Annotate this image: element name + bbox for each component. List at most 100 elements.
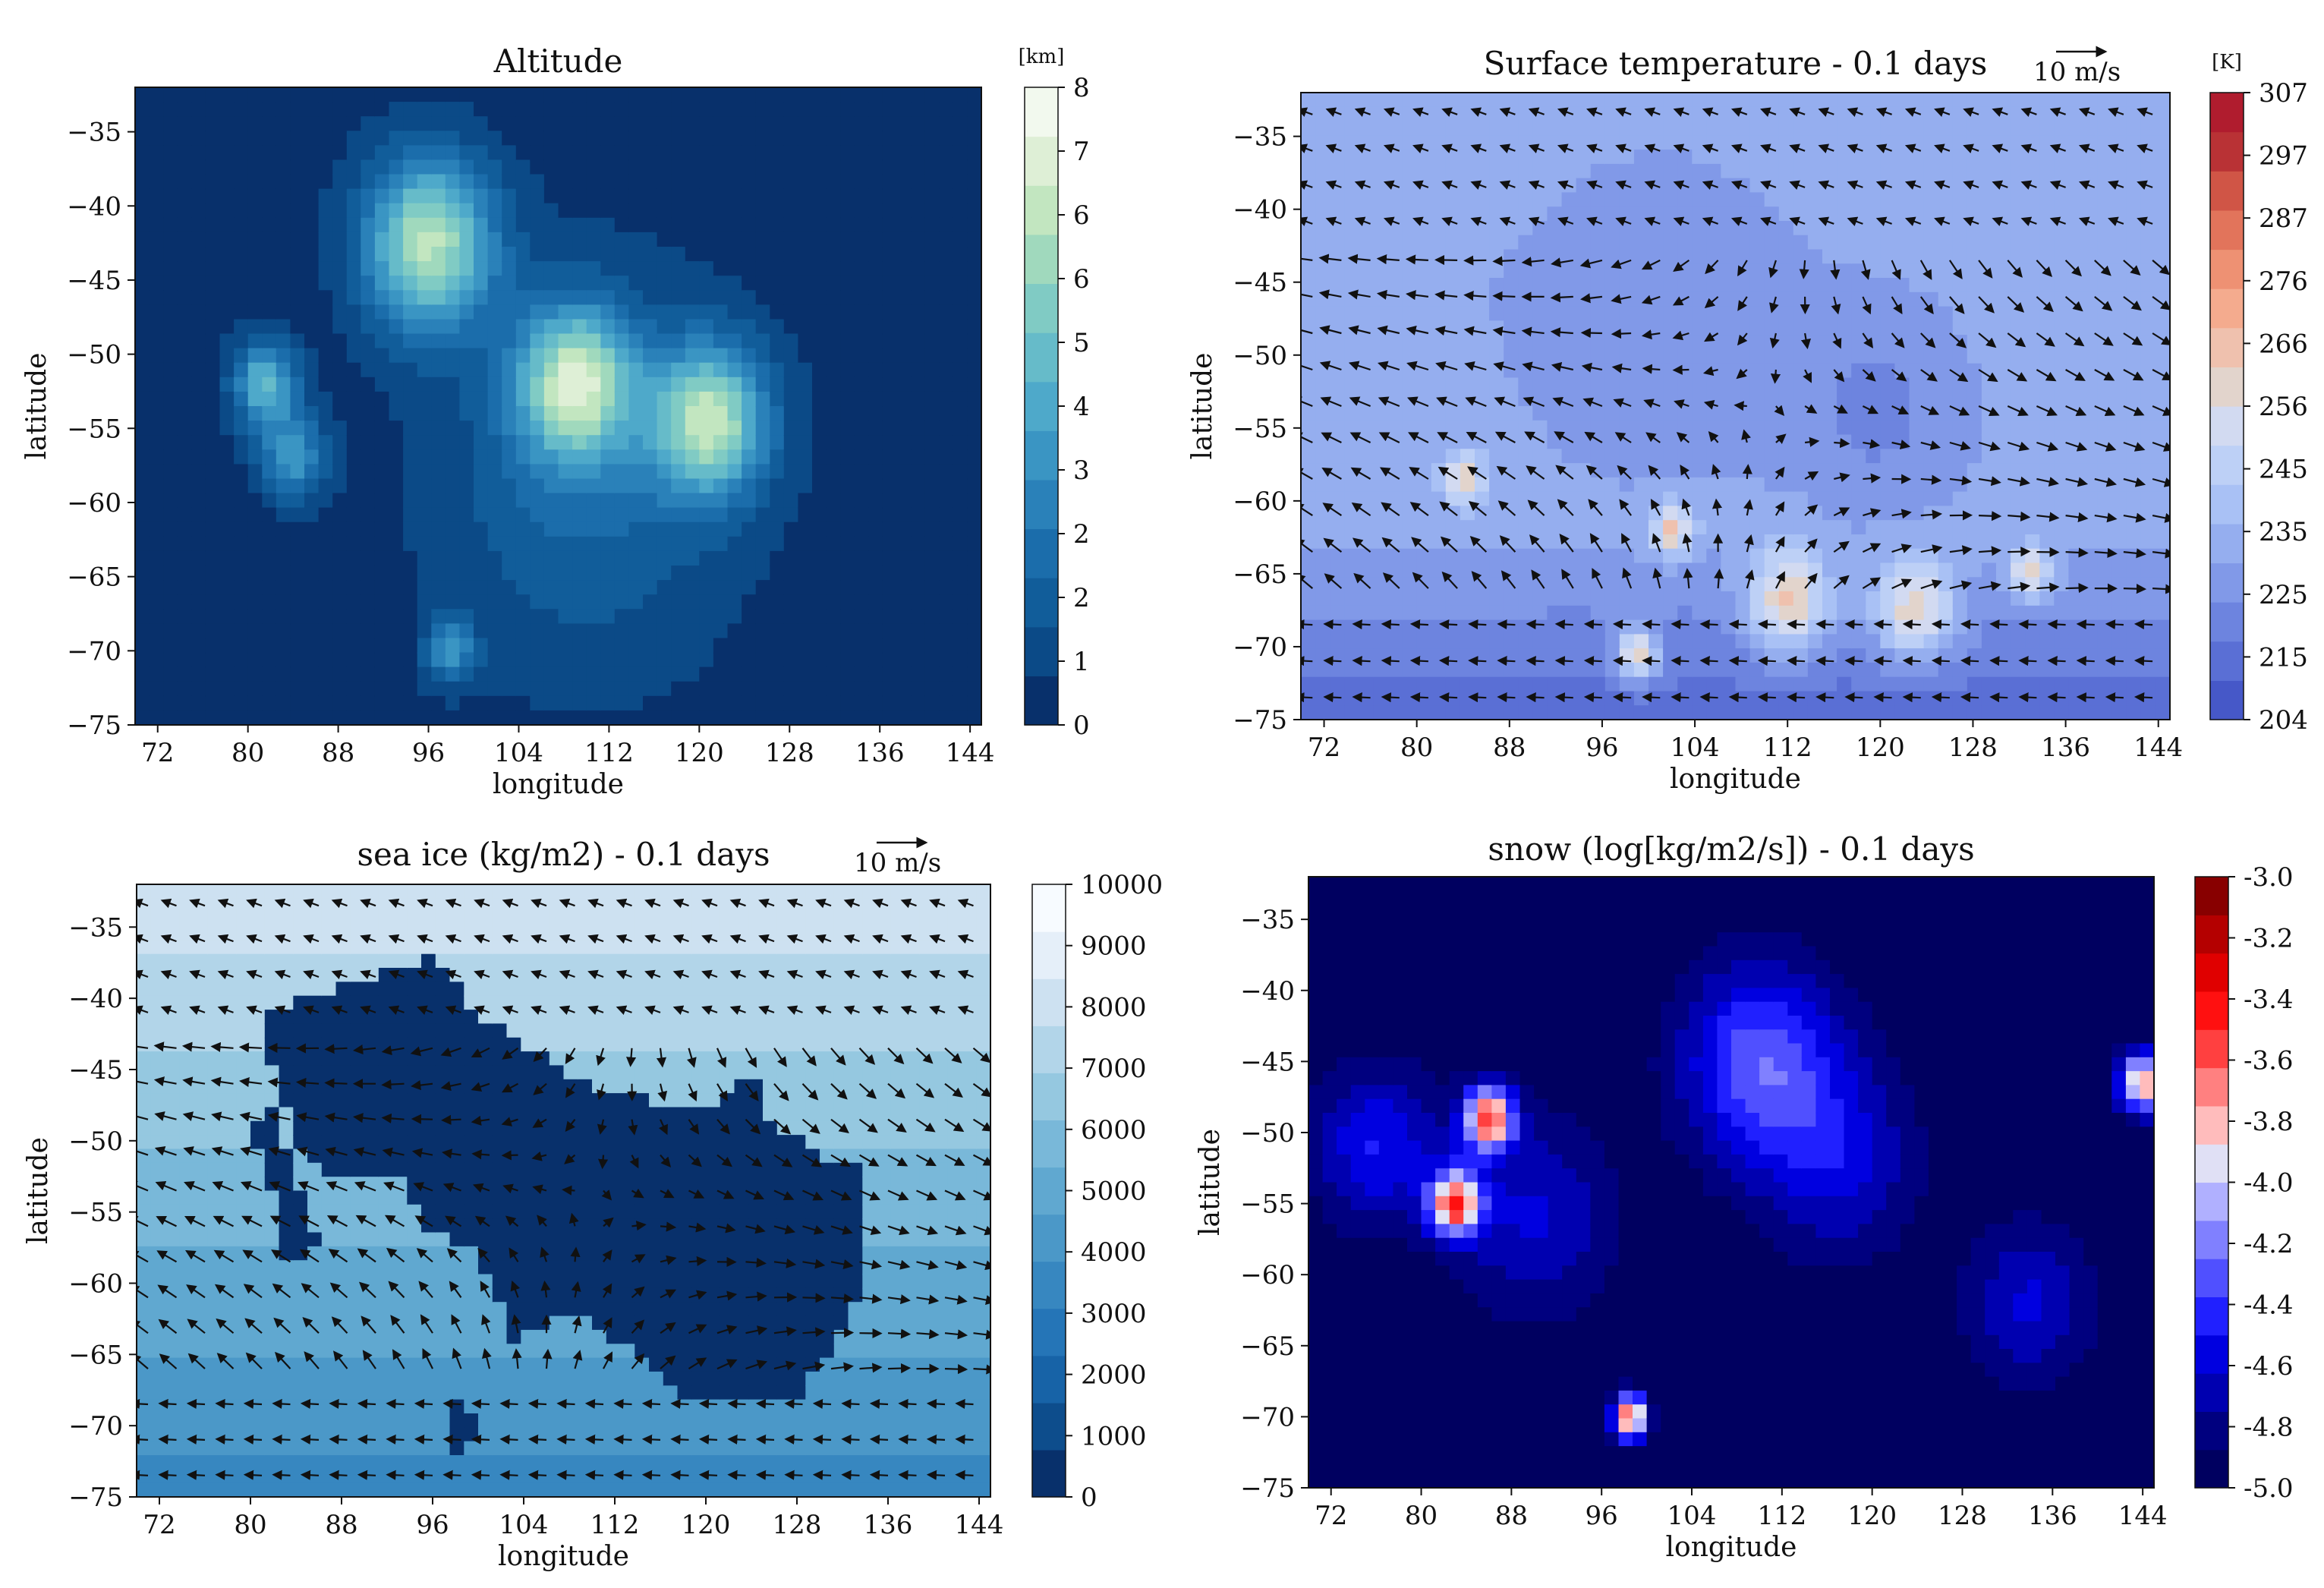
field-cell bbox=[361, 623, 376, 639]
field-cell bbox=[1967, 335, 1982, 350]
field-cell bbox=[247, 247, 263, 262]
field-cell bbox=[967, 276, 981, 291]
field-cell bbox=[276, 421, 291, 436]
field-cell bbox=[1387, 206, 1403, 222]
field-cell bbox=[276, 145, 291, 161]
field-cell bbox=[361, 406, 376, 421]
field-cell bbox=[487, 536, 502, 552]
field-cell bbox=[1894, 135, 1910, 150]
field-cell bbox=[868, 609, 883, 625]
field-cell bbox=[417, 478, 433, 494]
field-cell bbox=[1504, 235, 1519, 250]
field-cell bbox=[1851, 320, 1867, 336]
field-cell bbox=[1866, 434, 1882, 450]
field-cell bbox=[1952, 491, 1968, 507]
field-cell bbox=[543, 217, 559, 233]
field-cell bbox=[896, 580, 912, 595]
field-cell bbox=[304, 145, 320, 161]
field-cell bbox=[600, 681, 616, 697]
field-cell bbox=[2025, 577, 2041, 592]
field-cell bbox=[1460, 135, 1475, 150]
field-cell bbox=[770, 580, 785, 595]
field-cell bbox=[332, 247, 348, 262]
field-cell bbox=[346, 681, 362, 697]
field-cell bbox=[586, 623, 602, 639]
field-cell bbox=[191, 174, 206, 190]
field-cell bbox=[1315, 150, 1330, 165]
field-cell bbox=[967, 203, 981, 219]
field-cell bbox=[967, 652, 981, 668]
field-cell bbox=[1445, 406, 1461, 421]
field-cell bbox=[572, 536, 587, 552]
field-cell bbox=[1749, 121, 1765, 137]
field-cell bbox=[149, 580, 164, 595]
field-cell bbox=[770, 666, 785, 682]
field-cell bbox=[1561, 577, 1577, 592]
field-cell bbox=[149, 421, 164, 436]
field-cell bbox=[276, 362, 291, 378]
field-cell bbox=[770, 333, 785, 349]
field-cell bbox=[755, 478, 771, 494]
field-cell bbox=[882, 247, 898, 262]
field-cell bbox=[219, 131, 235, 147]
field-cell bbox=[840, 507, 855, 523]
field-cell bbox=[374, 550, 390, 566]
field-cell bbox=[1633, 449, 1649, 464]
field-cell bbox=[755, 304, 771, 320]
field-cell bbox=[643, 362, 658, 378]
field-cell bbox=[1604, 605, 1620, 621]
field-cell bbox=[1416, 420, 1432, 436]
field-cell bbox=[600, 217, 616, 233]
field-cell bbox=[234, 594, 249, 610]
field-cell bbox=[783, 652, 799, 668]
field-cell bbox=[1851, 420, 1867, 436]
field-cell bbox=[1373, 221, 1389, 236]
field-cell bbox=[304, 681, 320, 697]
field-cell bbox=[1504, 591, 1519, 607]
field-cell bbox=[713, 623, 729, 639]
field-cell bbox=[1373, 577, 1389, 592]
field-cell bbox=[572, 174, 587, 190]
field-cell bbox=[854, 695, 870, 711]
field-cell bbox=[1445, 163, 1461, 179]
field-cell bbox=[1721, 676, 1737, 692]
field-cell bbox=[1663, 406, 1678, 421]
field-cell bbox=[812, 159, 827, 175]
field-cell bbox=[332, 348, 348, 364]
field-cell bbox=[445, 580, 461, 595]
field-cell bbox=[487, 203, 502, 219]
field-cell bbox=[699, 276, 714, 291]
field-cell bbox=[812, 391, 827, 407]
field-cell bbox=[783, 145, 799, 161]
field-cell bbox=[713, 521, 729, 537]
field-cell bbox=[219, 87, 235, 102]
field-cell bbox=[234, 217, 249, 233]
field-cell bbox=[628, 261, 644, 276]
field-cell bbox=[671, 188, 686, 204]
field-cell bbox=[1880, 163, 1896, 179]
field-cell bbox=[318, 507, 333, 523]
field-cell bbox=[1677, 520, 1693, 535]
field-cell bbox=[755, 348, 771, 364]
field-cell bbox=[205, 319, 221, 335]
field-cell bbox=[953, 348, 968, 364]
field-cell bbox=[699, 188, 714, 204]
field-cell bbox=[713, 695, 729, 711]
field-cell bbox=[1460, 662, 1475, 678]
field-cell bbox=[671, 521, 686, 537]
field-cell bbox=[1837, 192, 1852, 207]
field-cell bbox=[1649, 662, 1664, 678]
field-cell bbox=[346, 493, 362, 509]
field-cell bbox=[868, 652, 883, 668]
field-cell bbox=[1866, 705, 1882, 720]
field-cell bbox=[1764, 150, 1780, 165]
field-cell bbox=[770, 550, 785, 566]
field-cell bbox=[798, 623, 813, 639]
field-cell bbox=[924, 464, 940, 480]
field-cell bbox=[755, 536, 771, 552]
field-cell bbox=[332, 290, 348, 306]
field-cell bbox=[1619, 93, 1635, 108]
field-cell bbox=[417, 550, 433, 566]
field-cell bbox=[911, 435, 926, 451]
field-cell bbox=[247, 580, 263, 595]
